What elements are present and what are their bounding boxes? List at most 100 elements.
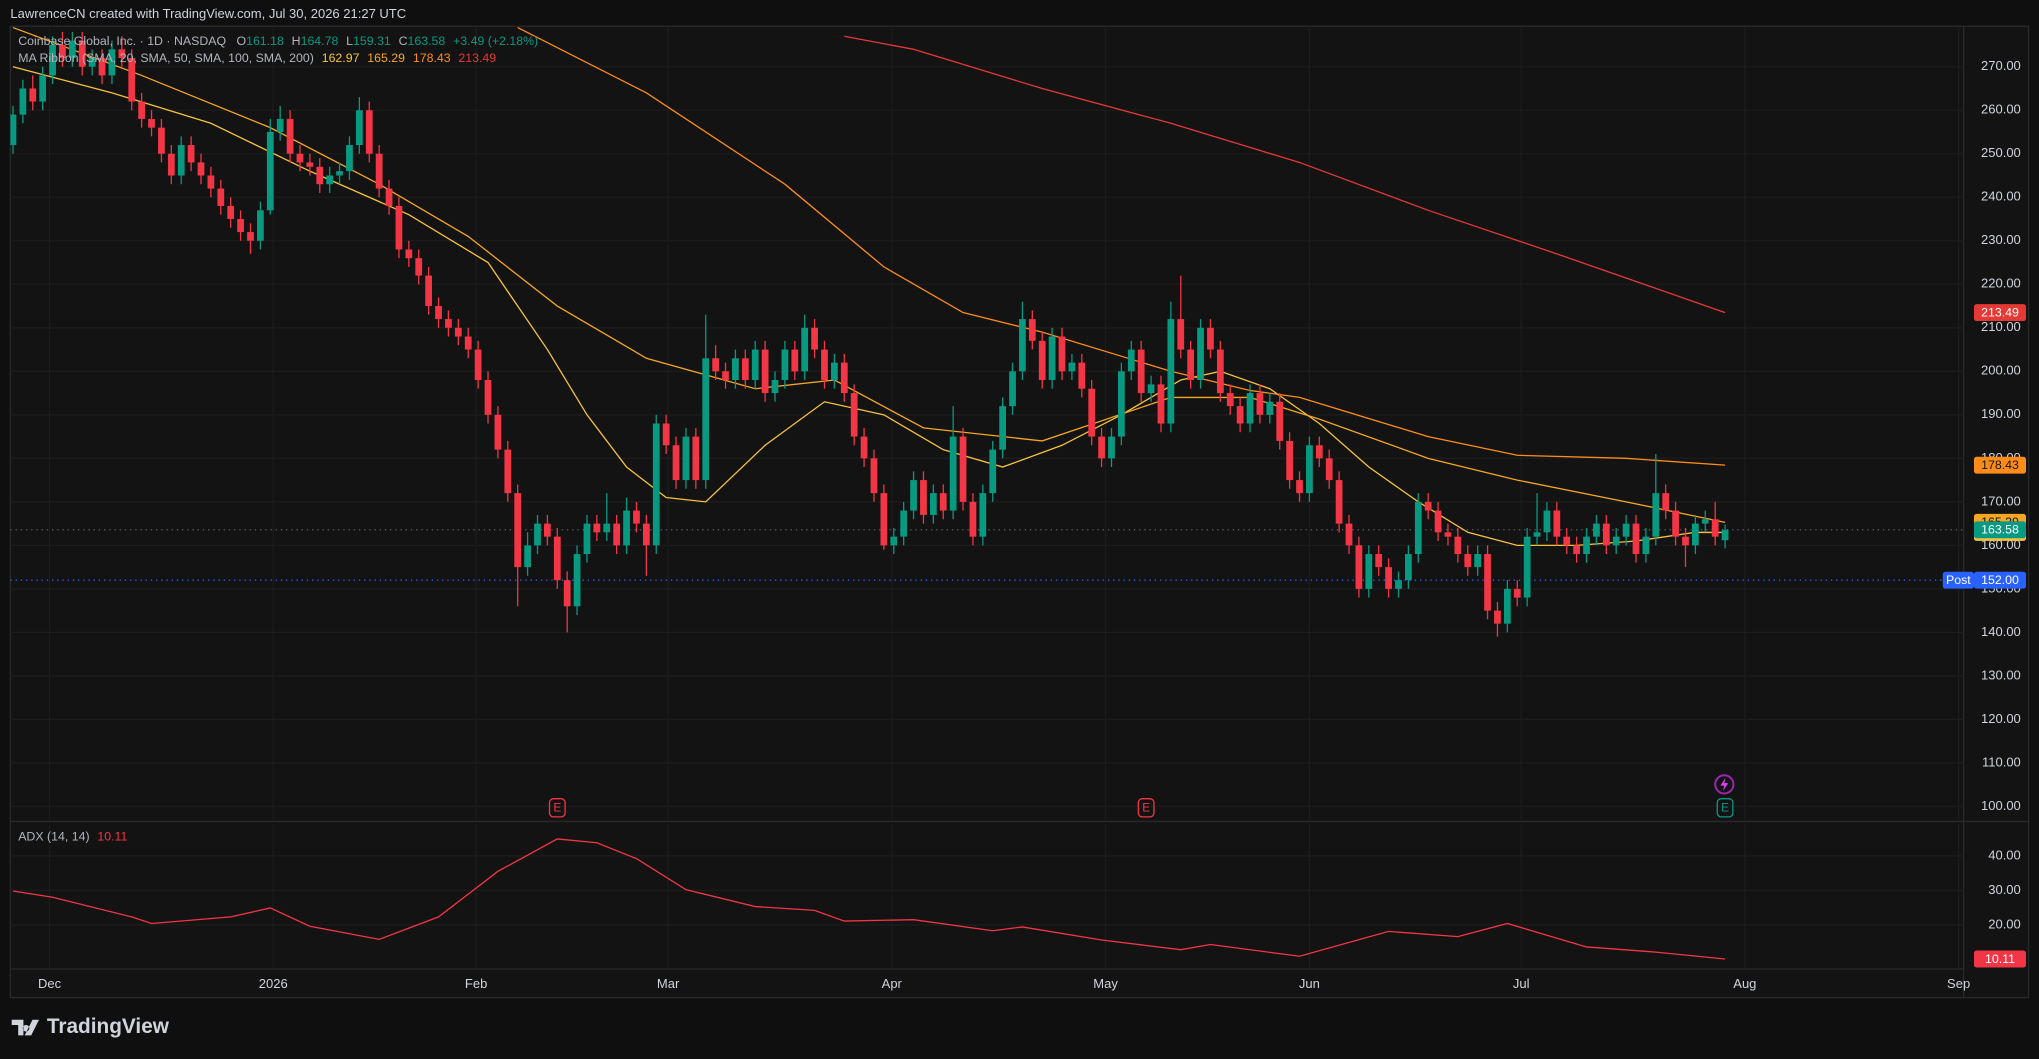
- chart-frame: [9, 25, 2030, 999]
- candle-body: [504, 449, 512, 494]
- candle-body: [781, 349, 789, 381]
- candle-body: [405, 249, 413, 259]
- legend-letter: L: [346, 34, 353, 48]
- candle-body: [1058, 336, 1066, 372]
- legend-title: Coinbase Global, Inc. · 1D · NASDAQ: [18, 34, 226, 48]
- candle-body: [1187, 349, 1195, 381]
- candle-body: [1276, 401, 1284, 441]
- candle-body: [346, 145, 353, 172]
- legend-ma-title: MA Ribbon (SMA, 20, SMA, 50, SMA, 100, S…: [18, 51, 314, 65]
- alert-bolt: [1720, 777, 1729, 791]
- x-tick-label: 2026: [259, 976, 288, 991]
- candle-body: [633, 510, 640, 524]
- candle-body: [1553, 510, 1561, 537]
- y-tick-label: 220.00: [1981, 276, 2021, 291]
- legend-letter: H: [292, 34, 301, 48]
- y-tick-label: 170.00: [1981, 493, 2021, 508]
- candle-body: [702, 358, 710, 481]
- candle-body: [652, 423, 660, 546]
- candle-body: [1019, 319, 1026, 372]
- candle-body: [801, 327, 809, 372]
- legend-letter: O: [236, 34, 246, 48]
- candle-body: [98, 58, 106, 76]
- candle-body: [563, 580, 571, 607]
- candle-body: [1721, 529, 1729, 541]
- candle-body: [821, 349, 828, 381]
- candle-body: [1622, 523, 1630, 537]
- candle-body: [336, 171, 343, 176]
- x-tick-label: Mar: [657, 976, 680, 991]
- candle-body: [1306, 445, 1313, 494]
- candle-body: [910, 480, 917, 511]
- candle-body: [1167, 319, 1175, 424]
- candle-body: [1652, 493, 1660, 537]
- candle-body: [39, 75, 47, 102]
- earnings-label: E: [553, 802, 561, 815]
- y-tick-label: 140.00: [1981, 624, 2021, 639]
- candle-body: [593, 523, 601, 533]
- candle-body: [1503, 588, 1511, 624]
- x-tick-label: Feb: [465, 976, 487, 991]
- x-tick-label: Apr: [882, 976, 903, 991]
- candle-body: [969, 501, 977, 537]
- adx-line: [12, 838, 1726, 960]
- candle-body: [1088, 388, 1096, 437]
- candle-body: [1375, 554, 1383, 568]
- y-tick-label: 230.00: [1981, 232, 2021, 247]
- candle-body: [474, 349, 482, 381]
- candle-body: [1444, 532, 1452, 537]
- moving-average: [12, 26, 1726, 523]
- candle-body: [108, 49, 116, 76]
- candle-body: [514, 493, 522, 568]
- logo-text: TradingView: [47, 1015, 170, 1038]
- candle-body: [920, 480, 927, 515]
- candle-body: [811, 327, 818, 350]
- candle-body: [158, 127, 165, 154]
- candle-body: [197, 162, 205, 176]
- candle-body: [1494, 610, 1501, 624]
- candle-body: [1177, 319, 1185, 350]
- legend-ma-value: 178.43: [413, 51, 451, 65]
- legend-adx-value: 10.11: [97, 830, 127, 844]
- candle-body: [1236, 406, 1244, 424]
- x-tick-label: Jun: [1299, 976, 1320, 991]
- candle-body: [217, 188, 225, 206]
- candle-body: [49, 44, 56, 76]
- candle-body: [642, 523, 650, 546]
- candle-body: [1137, 349, 1145, 394]
- candle-body: [1711, 519, 1719, 537]
- candle-body: [1256, 393, 1264, 415]
- candle-body: [544, 523, 551, 537]
- candle-body: [1365, 554, 1373, 589]
- logo-icon: [11, 1019, 40, 1036]
- y-tick-label: 120.00: [1981, 711, 2021, 726]
- candle-body: [29, 88, 37, 102]
- legend-value: 163.58: [408, 34, 446, 48]
- candle-body: [375, 153, 383, 189]
- candle-body: [791, 349, 799, 372]
- candle-body: [1325, 458, 1333, 481]
- ma-value-badge: 213.49: [1981, 306, 2019, 320]
- candle-body: [1296, 480, 1303, 494]
- candle-body: [276, 118, 284, 132]
- candle-body: [939, 493, 947, 511]
- candle-body: [573, 554, 581, 607]
- candle-body: [850, 393, 858, 437]
- candle-body: [1335, 480, 1343, 524]
- candle-body: [1395, 580, 1402, 589]
- candle-body: [870, 458, 878, 494]
- candle-body: [1454, 536, 1462, 555]
- x-tick-label: May: [1093, 976, 1118, 991]
- candle-body: [999, 406, 1007, 450]
- y-tick-label: 20.00: [1988, 916, 2021, 931]
- candle-body: [890, 536, 898, 546]
- candle-body: [237, 219, 244, 233]
- candle-body: [1286, 440, 1294, 481]
- x-tick-label: Jul: [1513, 976, 1530, 991]
- candle-body: [1612, 536, 1620, 546]
- candle-body: [1157, 384, 1165, 424]
- candle-body: [534, 523, 541, 546]
- candle-body: [1226, 393, 1234, 407]
